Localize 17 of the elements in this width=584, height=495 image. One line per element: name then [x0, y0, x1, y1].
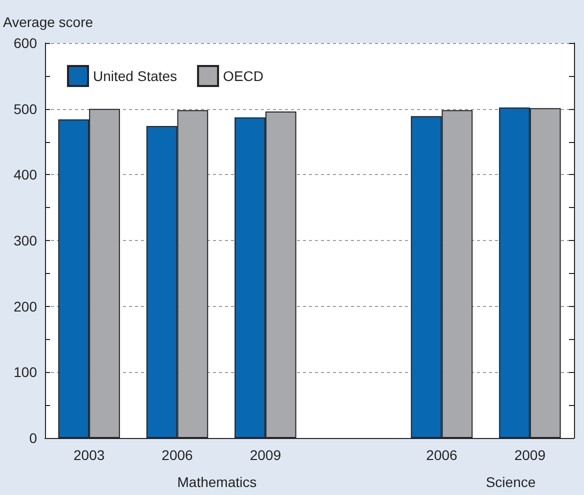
legend-label: OECD [223, 68, 264, 84]
y-tick-label: 400 [14, 166, 38, 183]
x-tick-label: 2003 [74, 447, 105, 463]
x-tick-label: 2006 [426, 447, 458, 463]
y-tick-label: 100 [14, 364, 38, 380]
x-tick-label: 2009 [250, 447, 282, 463]
y-tick-label: 600 [14, 35, 38, 51]
legend-label: United States [93, 68, 178, 84]
y-tick-label: 0 [29, 430, 38, 446]
y-axis-title: Average score [3, 14, 94, 30]
text: Mathematics [177, 474, 257, 490]
text: Science [486, 474, 536, 490]
x-tick-label: 2009 [514, 447, 546, 463]
x-tick-label: 2006 [162, 447, 194, 463]
y-tick-label: 300 [14, 232, 38, 248]
y-tick-label: 500 [14, 100, 38, 117]
y-tick-label: 200 [14, 298, 38, 314]
